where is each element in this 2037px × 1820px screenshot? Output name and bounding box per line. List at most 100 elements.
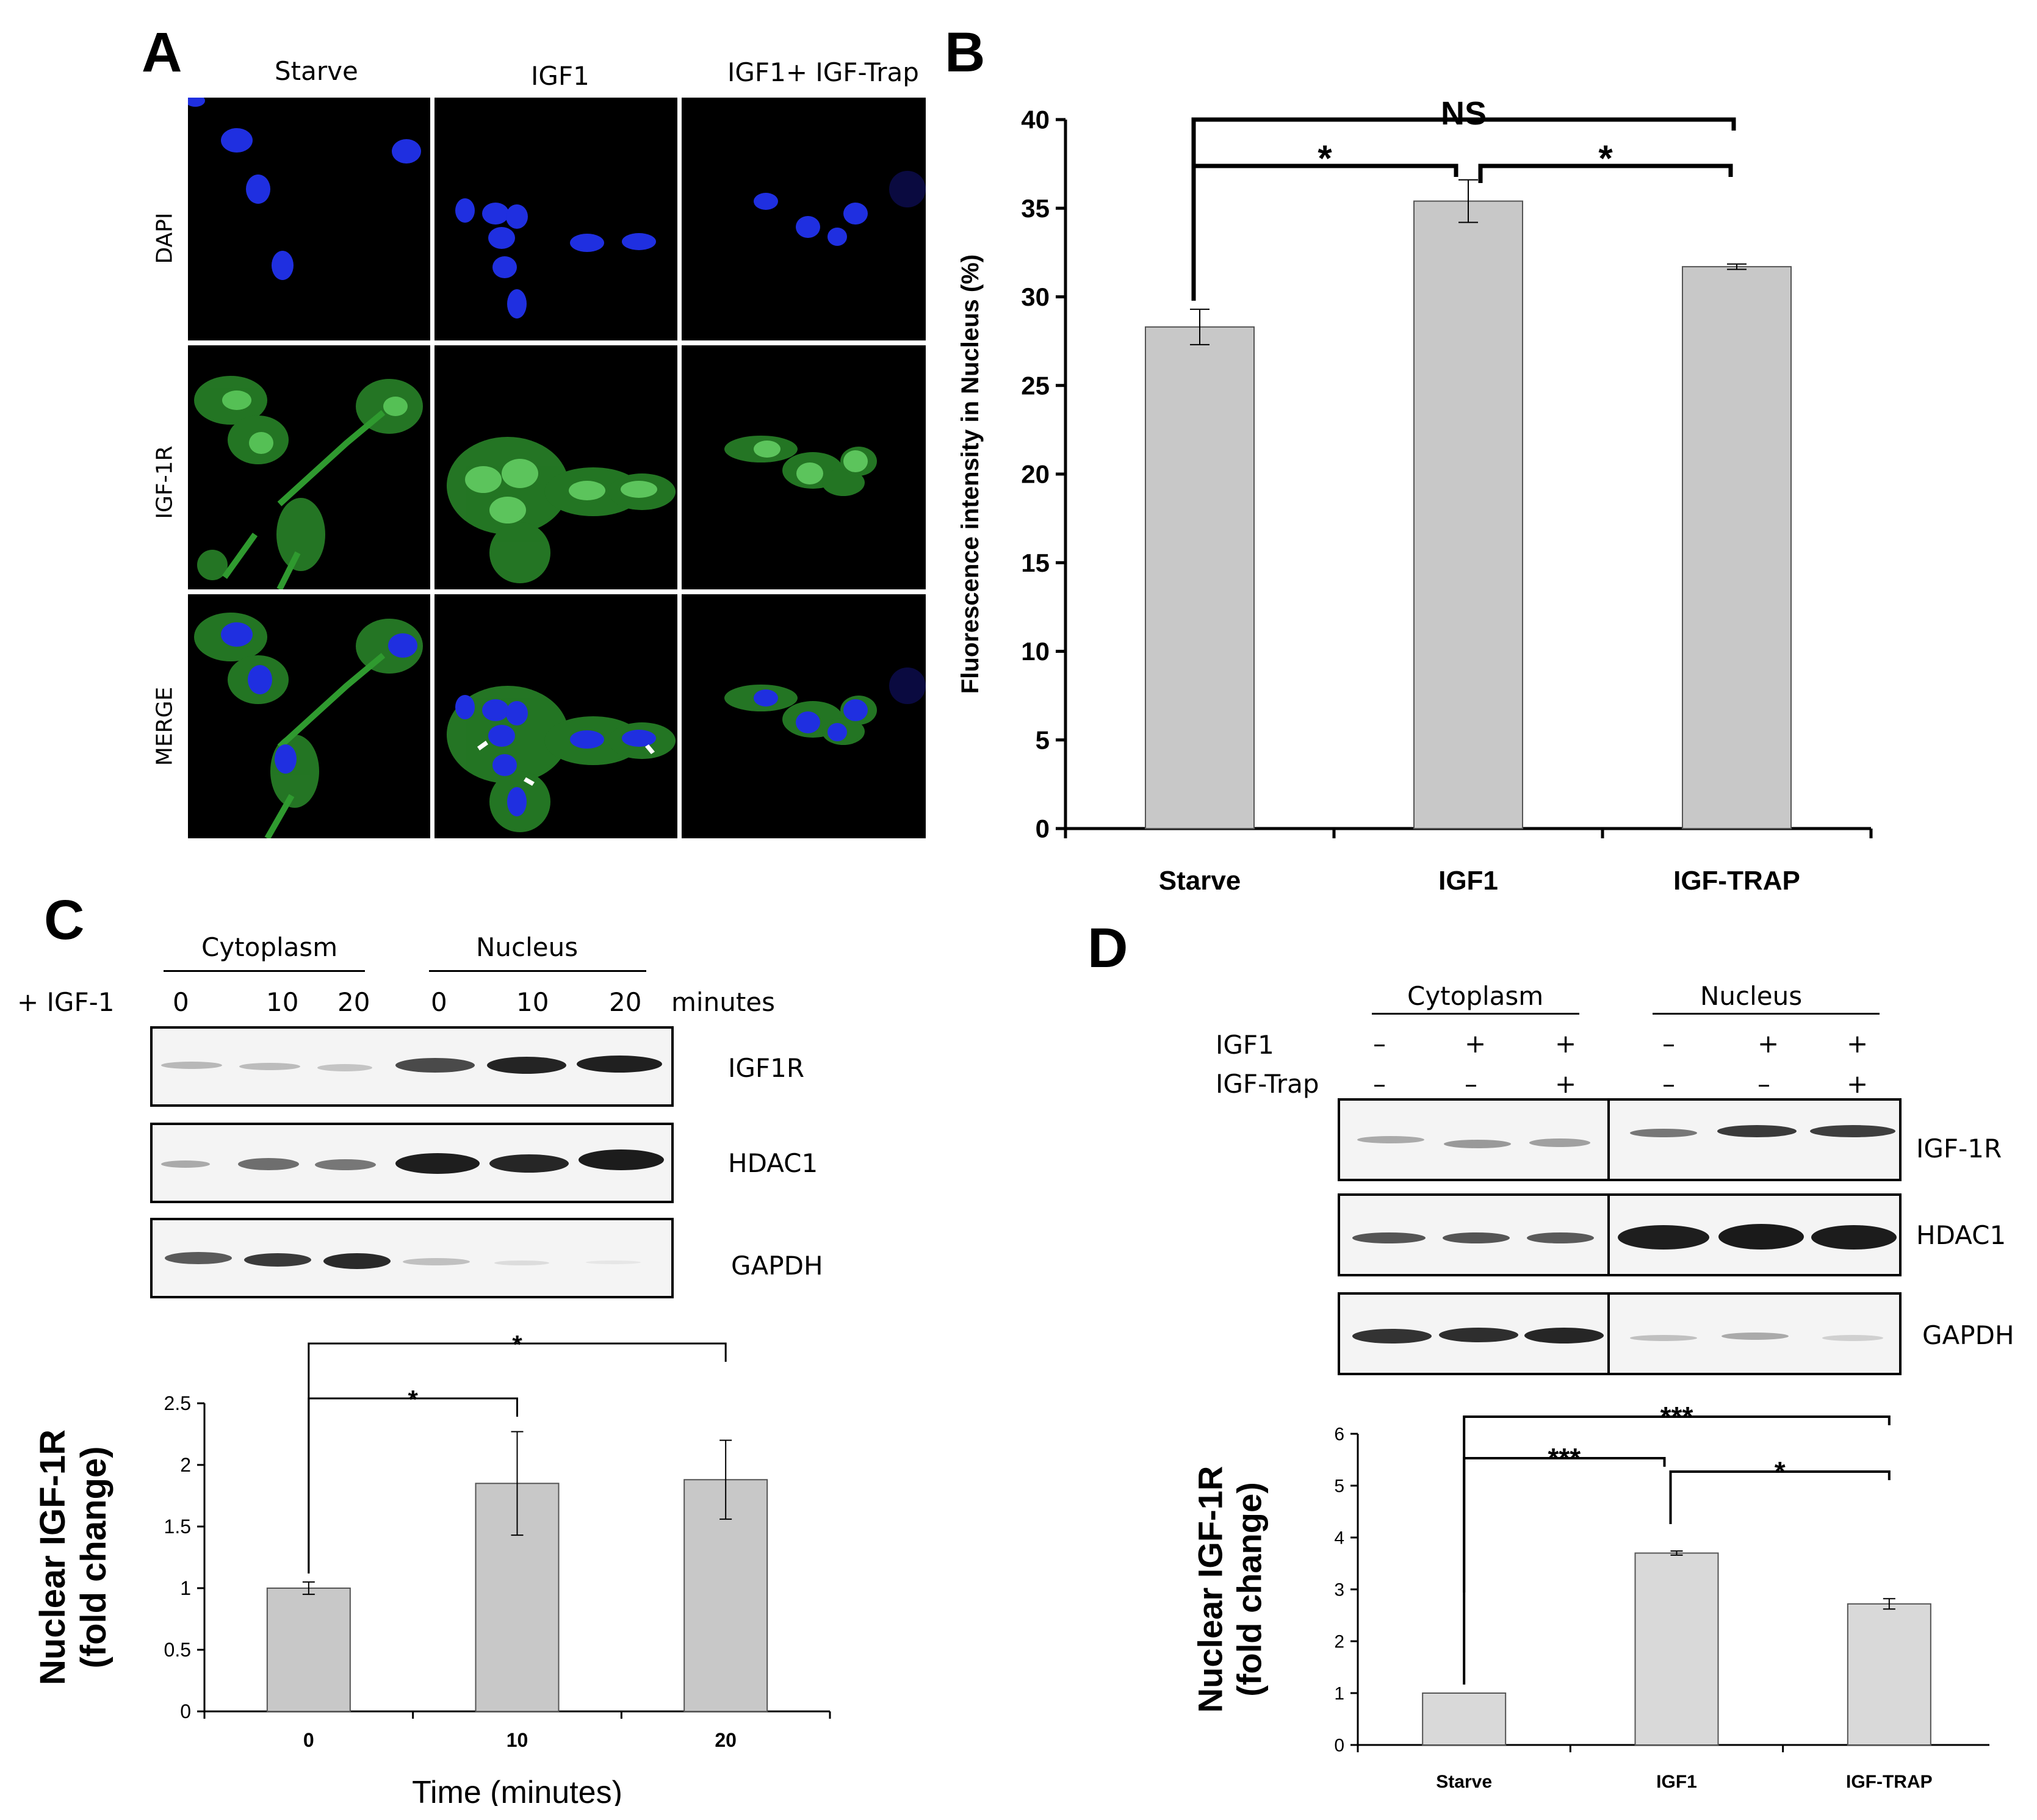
blot-band: [244, 1253, 311, 1267]
micrograph-merge-igf1: [434, 594, 677, 838]
chart-b: 0 5 10 15 20 25 30 35 40 Starve IGF1 IGF-TRAP * * NS Fl…: [957, 95, 1873, 896]
significance-bracket: [308, 1342, 727, 1574]
blot-band: [577, 1056, 662, 1073]
column-label-igf1: IGF1: [531, 61, 589, 91]
blot-band: [1630, 1335, 1697, 1341]
blot-band: [161, 1062, 222, 1069]
x-tick-label: Starve: [1436, 1772, 1492, 1792]
blot-d-group-nucleus: Nucleus: [1700, 981, 1803, 1011]
blot-band: [315, 1159, 376, 1170]
micrograph-dapi-igf1-igf-trap: [682, 98, 926, 340]
blot-c-time: 0: [173, 987, 189, 1017]
y-axis-label: (fold change): [74, 1446, 114, 1668]
blot-d-underline-cytoplasm: [1372, 1013, 1579, 1015]
y-axis-label: (fold change): [1230, 1482, 1269, 1697]
blot-d-band-label: IGF-1R: [1916, 1134, 2002, 1164]
blot-c-time: 0: [431, 987, 447, 1017]
significance-label: *: [1318, 138, 1332, 179]
blot-c-underline-cytoplasm: [164, 970, 365, 972]
blot-d-sign: +: [1758, 1029, 1779, 1059]
blot-c-group-cytoplasm: Cytoplasm: [201, 932, 338, 962]
blot-c-band-label: HDAC1: [728, 1148, 818, 1178]
blot-c-unit: minutes: [671, 987, 776, 1017]
blot-d-sign: –: [1758, 1069, 1770, 1099]
blot-d-sign: –: [1465, 1069, 1477, 1099]
significance-label: NS: [1441, 95, 1487, 132]
blot-band: [1630, 1129, 1697, 1137]
panel-letter-b: B: [945, 21, 986, 84]
panel-letter-d: D: [1087, 917, 1128, 979]
x-tick-label: IGF1: [1438, 866, 1498, 896]
x-axis-label: Time (minutes): [412, 1775, 622, 1806]
bar: [1413, 200, 1523, 829]
blot-band: [161, 1160, 210, 1168]
y-tick-label: 15: [1021, 549, 1050, 577]
blot-band: [1439, 1328, 1518, 1342]
x-tick-label: IGF-TRAP: [1846, 1772, 1933, 1792]
blot-band: [1357, 1136, 1424, 1143]
blot-c-treatment: + IGF-1: [17, 987, 115, 1017]
row-label-igf-1r: IGF-1R: [152, 445, 178, 519]
micrograph-igf1r-igf1: [434, 345, 677, 589]
blot-band: [395, 1153, 480, 1174]
blot-d-sign: +: [1555, 1029, 1577, 1059]
micrograph-dapi-starve: [188, 98, 430, 340]
significance-bracket: [1191, 117, 1736, 290]
row-label-dapi: DAPI: [152, 212, 178, 264]
blot-d-group-cytoplasm: Cytoplasm: [1407, 981, 1544, 1011]
significance-bracket: [1463, 1415, 1891, 1592]
y-tick-label: 2: [180, 1454, 191, 1476]
bar: [1847, 1603, 1931, 1746]
blot-c-time: 10: [266, 987, 299, 1017]
y-tick-label: 25: [1021, 371, 1050, 400]
column-label-igf1-igf-trap: IGF1+ IGF-Trap: [727, 57, 919, 87]
significance-label: *: [408, 1385, 418, 1414]
blot-band: [1722, 1333, 1789, 1340]
y-axis-label: Nuclear IGF-1R: [33, 1430, 73, 1685]
micrograph-merge-starve: [188, 594, 430, 838]
y-tick-label: 1.5: [164, 1516, 191, 1538]
column-label-starve: Starve: [275, 56, 358, 86]
blot-band: [1524, 1328, 1604, 1343]
chart-c: 0 0.5 1 1.5 2 2.5 0 10 20 * * Nuclear IGF-1R (fold c…: [33, 1330, 831, 1806]
y-tick-label: 0: [1036, 815, 1050, 843]
blot-c-band-label: IGF1R: [728, 1053, 804, 1083]
significance-bracket: [1463, 1457, 1666, 1685]
blot-d-hdac1-strip: [1338, 1193, 1902, 1276]
y-axis-label: Fluorescence intensity in Nucleus (%): [957, 254, 984, 694]
blot-band: [1822, 1335, 1883, 1341]
blot-c-time: 20: [337, 987, 370, 1017]
blot-d-sign: –: [1373, 1029, 1386, 1059]
y-tick-label: 0: [1334, 1736, 1344, 1756]
x-tick-label: 20: [715, 1729, 737, 1751]
blot-band: [1618, 1225, 1709, 1250]
significance-bracket: [1669, 1470, 1891, 1524]
blot-c-gapdh-strip: [150, 1218, 674, 1298]
blot-d-sign: –: [1662, 1069, 1675, 1099]
blot-band: [238, 1158, 299, 1170]
y-tick-label: 4: [1334, 1528, 1344, 1548]
blot-d-band-label: HDAC1: [1916, 1220, 2006, 1250]
blot-band: [1444, 1140, 1511, 1148]
blot-d-igf1r-strip: [1338, 1098, 1902, 1181]
blot-band: [403, 1258, 470, 1265]
y-tick-label: 10: [1021, 637, 1050, 666]
blot-d-sign: +: [1555, 1069, 1577, 1099]
blot-band: [395, 1058, 475, 1073]
blot-band: [239, 1063, 300, 1070]
y-tick-label: 5: [1334, 1477, 1344, 1497]
blot-band: [579, 1149, 664, 1170]
blot-band: [487, 1057, 566, 1074]
blot-band: [1717, 1125, 1797, 1137]
x-tick-label: 10: [507, 1729, 528, 1751]
micrograph-igf1r-starve: [188, 345, 430, 589]
blot-d-sign: +: [1847, 1069, 1869, 1099]
bar: [266, 1588, 351, 1712]
blot-c-time: 20: [609, 987, 642, 1017]
y-tick-label: 1: [180, 1577, 191, 1599]
blot-c-time: 10: [516, 987, 549, 1017]
x-tick-label: IGF1: [1656, 1772, 1697, 1792]
blot-d-band-label: GAPDH: [1922, 1320, 2014, 1350]
blot-band: [1527, 1232, 1594, 1243]
